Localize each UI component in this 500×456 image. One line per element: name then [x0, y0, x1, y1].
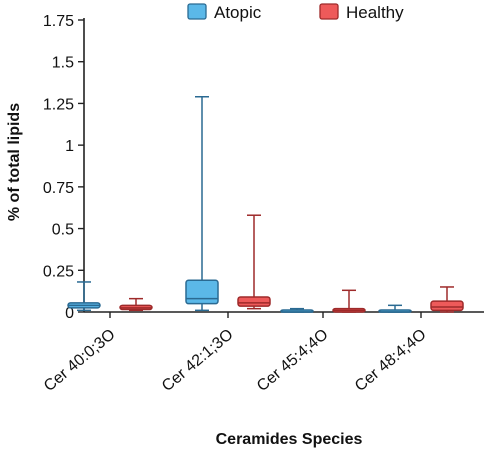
y-tick-label: 0.25	[43, 263, 74, 280]
x-tick-label: Cer 48:4;4O	[352, 326, 430, 395]
axes: 0 0.25 0.5 0.75 1 1.25 1.5 1.75 Cer 40:0;3O Cer 4…	[41, 13, 484, 395]
y-axis-title: % of total lipids	[6, 103, 23, 221]
boxes	[67, 96, 464, 313]
y-tick-label: 1.5	[52, 55, 74, 72]
x-axis-title: Ceramides Species	[216, 431, 363, 448]
y-tick-label: 0.75	[43, 180, 74, 197]
y-tick-label: 0	[65, 305, 74, 322]
box	[237, 296, 271, 307]
y-tick-label: 1.75	[43, 13, 74, 30]
y-tick-label: 1.25	[43, 96, 74, 113]
legend-swatch	[187, 3, 207, 20]
legend-label: Atopic	[214, 3, 262, 22]
x-tick-label: Cer 40:0;3O	[41, 326, 119, 395]
y-tick-label: 1	[65, 138, 74, 155]
box	[185, 279, 219, 305]
x-tick-label: Cer 45:4;4O	[254, 326, 332, 395]
x-tick-label: Cer 42:1;3O	[159, 326, 237, 395]
y-tick-label: 0.5	[52, 222, 74, 239]
legend: Atopic Healthy	[187, 3, 404, 22]
box	[430, 300, 464, 312]
legend-swatch	[319, 3, 339, 20]
legend-label: Healthy	[346, 3, 404, 22]
